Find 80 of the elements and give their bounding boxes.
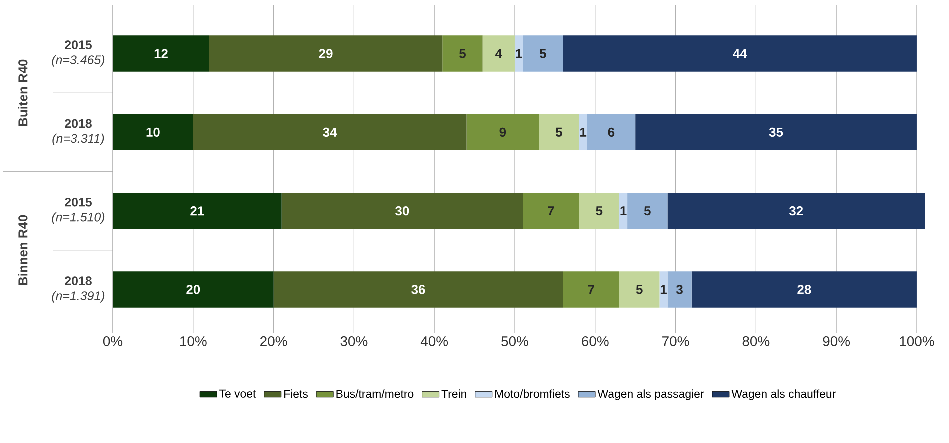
bar	[539, 114, 580, 151]
bar	[482, 36, 515, 72]
bar	[523, 192, 580, 230]
data-label: 6	[608, 128, 615, 138]
data-label: 12	[154, 49, 168, 58]
y-tick-label: 2018 (n=1.391)	[52, 276, 105, 303]
bar	[620, 192, 628, 230]
bar	[209, 36, 443, 72]
bar	[563, 272, 620, 308]
legend-label: Te voet	[220, 390, 256, 398]
bar	[668, 192, 926, 230]
x-tick-label: 20%	[260, 336, 288, 346]
bar	[113, 36, 210, 72]
data-label: 9	[500, 128, 506, 138]
data-label: 7	[548, 206, 554, 216]
bar	[113, 272, 274, 308]
x-tick-label: 10%	[180, 336, 207, 346]
x-tick-label: 70%	[662, 336, 690, 346]
bar	[466, 114, 540, 151]
data-label: 5	[540, 49, 546, 58]
legend-label: Wagen als chauffeur	[732, 390, 836, 400]
data-label: 1	[620, 206, 627, 216]
data-label: 5	[596, 206, 603, 216]
legend-label: Bus/tram/metro	[336, 390, 414, 398]
legend-label: Trein	[442, 390, 466, 398]
text: Binnen R40	[18, 215, 28, 286]
data-label: 20	[186, 285, 200, 294]
data-label: 5	[644, 206, 651, 216]
legend-label: Fiets	[284, 390, 308, 398]
x-tick-label: 0%	[103, 336, 123, 346]
data-label: 1	[516, 49, 522, 58]
bar	[628, 192, 668, 230]
text: Buiten R40	[18, 60, 28, 126]
data-label: 3	[676, 285, 683, 294]
data-label: 7	[588, 285, 594, 294]
data-label: 28	[798, 285, 812, 294]
bar	[274, 272, 564, 308]
legend-label: Moto/bromfiets	[496, 390, 570, 398]
bar	[113, 192, 282, 230]
bar	[563, 36, 917, 72]
x-tick-label: 50%	[502, 336, 528, 346]
y-tick-label: 2018 (n=3.311)	[52, 119, 104, 146]
x-tick-label: 90%	[823, 336, 850, 346]
legend-label: Wagen als passagier	[598, 390, 704, 400]
bar	[668, 272, 692, 308]
data-label: 35	[769, 128, 784, 138]
data-label: 36	[412, 285, 426, 294]
data-label: 5	[460, 49, 466, 58]
data-label: 1	[580, 128, 587, 137]
bar	[523, 36, 564, 72]
data-label: 29	[319, 49, 333, 58]
x-tick-label: 100%	[900, 336, 934, 346]
data-label: 10	[146, 128, 160, 138]
bar	[660, 272, 668, 308]
bar	[193, 114, 467, 151]
data-label: 1	[660, 285, 667, 294]
data-label: 44	[733, 49, 748, 58]
bar	[579, 114, 588, 151]
y-tick-label: 2015 (n=3.465)	[52, 40, 105, 67]
data-label: 32	[789, 206, 804, 216]
data-label: 21	[190, 206, 204, 216]
x-tick-label: 40%	[420, 336, 448, 346]
bar	[514, 36, 524, 72]
bar	[636, 114, 917, 151]
x-tick-label: 80%	[742, 336, 770, 346]
bar	[282, 192, 524, 230]
x-tick-label: 60%	[582, 336, 609, 346]
data-label: 4	[496, 49, 502, 58]
data-label: 30	[396, 206, 410, 216]
bar	[442, 36, 483, 72]
bar	[692, 272, 917, 308]
y-tick-label: 2015 (n=1.510)	[52, 198, 105, 224]
bar	[579, 192, 620, 230]
data-label: 5	[636, 285, 643, 294]
x-tick-label: 30%	[340, 336, 368, 346]
data-label: 34	[323, 128, 338, 138]
data-label: 5	[556, 128, 562, 137]
bar	[113, 114, 194, 151]
bar	[620, 272, 660, 308]
bar	[587, 114, 636, 151]
